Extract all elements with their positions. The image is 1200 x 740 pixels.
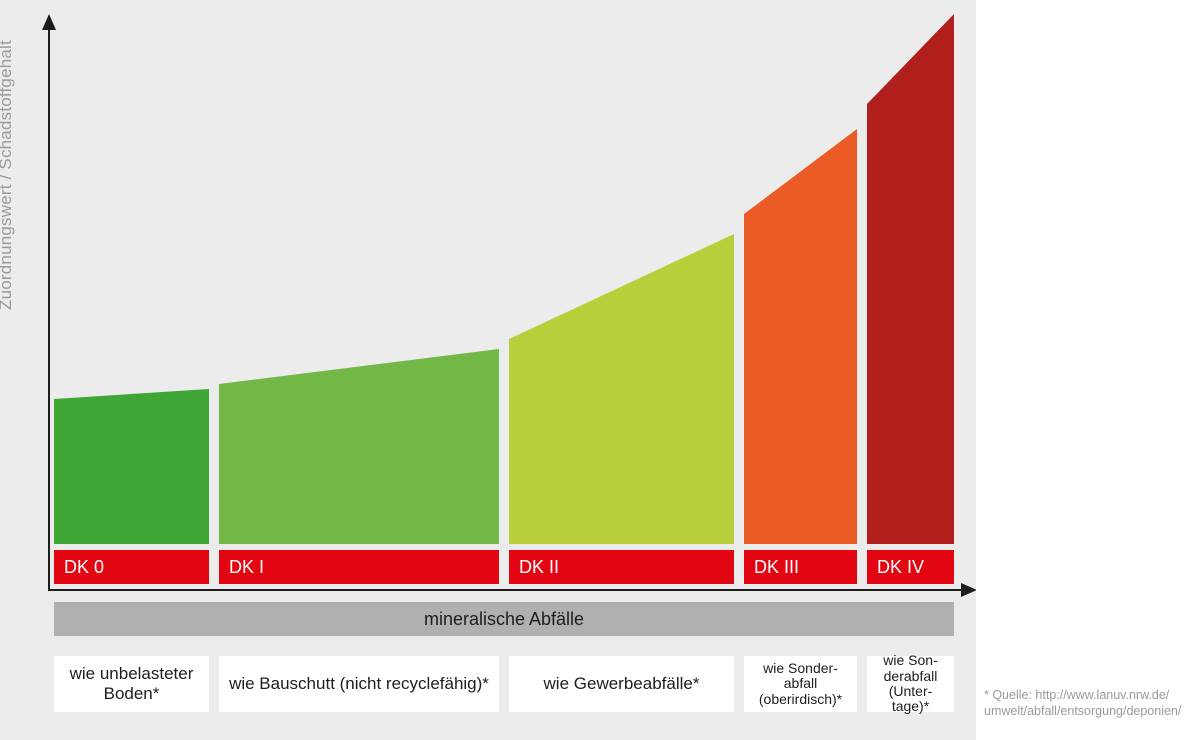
side-panel: * Quelle: http://www.lanuv.nrw.de/umwelt…: [976, 0, 1200, 740]
description-row: wie unbelasteter Boden*wie Bauschutt (ni…: [54, 656, 954, 712]
code-dki: DK I: [219, 550, 499, 584]
code-dkiv: DK IV: [867, 550, 954, 584]
category-label: mineralische Abfälle: [424, 609, 584, 630]
desc-dkiv: wie Son­derabfall (Unter­tage)*: [867, 656, 954, 712]
bar-dkii: [509, 234, 734, 544]
y-axis-label: Zuordnungswert / Schadstoffgehalt: [0, 40, 16, 310]
chart-panel: Zuordnungswert / Schadstoffgehalt DK 0DK…: [0, 0, 976, 740]
category-strip: mineralische Abfälle: [54, 602, 954, 636]
bar-dki: [219, 349, 499, 544]
code-row: DK 0 DK I DK II DK III DK IV: [54, 550, 954, 584]
bar-dkiii: [744, 129, 857, 544]
bar-dk0: [54, 389, 209, 544]
code-dkiii: DK III: [744, 550, 857, 584]
desc-dki: wie Bauschutt (nicht recyclefähig)*: [219, 656, 499, 712]
x-axis-arrow: [961, 583, 977, 597]
desc-dk0: wie unbelasteter Boden*: [54, 656, 209, 712]
y-axis: [48, 28, 50, 590]
code-dkii: DK II: [509, 550, 734, 584]
x-axis: [48, 589, 963, 591]
desc-dkiii: wie Sonder­abfall (oberirdisch)*: [744, 656, 857, 712]
desc-dkii: wie Gewerbeabfälle*: [509, 656, 734, 712]
code-dk0: DK 0: [54, 550, 209, 584]
source-note: * Quelle: http://www.lanuv.nrw.de/umwelt…: [984, 688, 1181, 719]
bars-svg: [54, 14, 954, 544]
bar-dkiv: [867, 14, 954, 544]
